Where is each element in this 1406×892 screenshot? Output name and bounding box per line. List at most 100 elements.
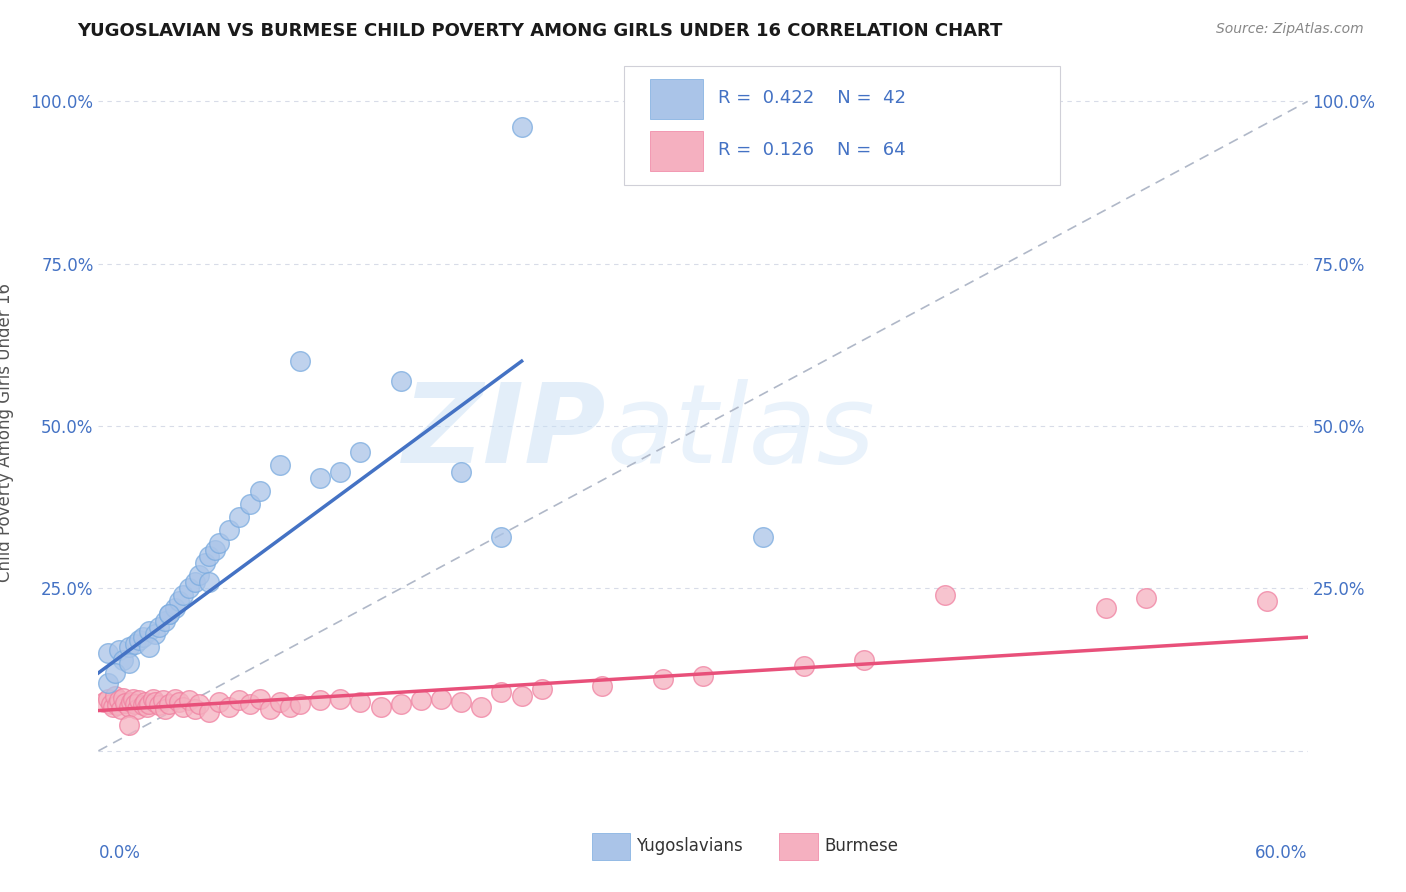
Point [218, 523, 240, 537]
Point [138, 624, 160, 638]
Point [163, 601, 186, 615]
Point [184, 701, 207, 715]
Point [118, 699, 141, 714]
Text: ZIP: ZIP [402, 379, 606, 486]
Point [101, 699, 124, 714]
Point [132, 630, 155, 644]
FancyBboxPatch shape [779, 833, 818, 860]
Point [349, 695, 371, 709]
Text: 0.0%: 0.0% [98, 844, 141, 862]
FancyBboxPatch shape [650, 79, 703, 120]
Point [259, 701, 281, 715]
Point [591, 679, 613, 693]
Point [188, 697, 211, 711]
Point [752, 529, 775, 543]
Text: Burmese: Burmese [824, 837, 898, 855]
Point [269, 695, 291, 709]
Point [179, 582, 201, 596]
Point [153, 614, 176, 628]
Point [97, 647, 120, 661]
Point [269, 458, 291, 472]
Point [135, 699, 157, 714]
Point [510, 120, 533, 135]
Point [157, 607, 180, 622]
Point [1256, 594, 1278, 608]
Point [450, 695, 472, 709]
Point [163, 692, 186, 706]
Point [124, 697, 146, 711]
Point [143, 695, 166, 709]
Point [97, 692, 120, 706]
Point [349, 445, 371, 459]
Point [288, 354, 311, 368]
Point [188, 568, 211, 582]
Point [204, 542, 226, 557]
Point [309, 693, 332, 707]
Point [179, 693, 201, 707]
Point [111, 653, 134, 667]
Point [118, 656, 141, 670]
Point [118, 718, 141, 732]
Point [1095, 601, 1118, 615]
Point [121, 692, 143, 706]
Text: R =  0.126    N =  64: R = 0.126 N = 64 [717, 141, 905, 159]
Point [793, 659, 815, 673]
Point [124, 637, 146, 651]
Point [172, 699, 194, 714]
Point [153, 701, 176, 715]
Point [239, 697, 262, 711]
Point [142, 692, 165, 706]
Point [288, 697, 311, 711]
Point [198, 705, 221, 719]
Point [107, 643, 129, 657]
Point [309, 471, 332, 485]
Text: 60.0%: 60.0% [1256, 844, 1308, 862]
Point [278, 699, 301, 714]
Point [1135, 591, 1157, 606]
Point [208, 695, 231, 709]
Point [218, 699, 240, 714]
Point [934, 588, 956, 602]
Point [128, 633, 150, 648]
Point [692, 669, 714, 683]
Point [138, 640, 160, 654]
Point [148, 620, 170, 634]
Point [143, 627, 166, 641]
Point [208, 536, 231, 550]
Point [249, 484, 271, 499]
FancyBboxPatch shape [650, 131, 703, 171]
Text: Source: ZipAtlas.com: Source: ZipAtlas.com [1216, 22, 1364, 37]
Point [491, 529, 513, 543]
Point [853, 653, 876, 667]
Point [370, 699, 392, 714]
Point [167, 695, 190, 709]
Point [450, 465, 472, 479]
Point [510, 689, 533, 703]
Point [194, 556, 217, 570]
Text: Yugoslavians: Yugoslavians [637, 837, 744, 855]
Point [198, 574, 221, 589]
Point [430, 692, 453, 706]
Point [134, 695, 156, 709]
Point [198, 549, 221, 563]
Y-axis label: Child Poverty Among Girls Under 16: Child Poverty Among Girls Under 16 [0, 283, 14, 582]
Point [148, 698, 170, 713]
Point [157, 607, 180, 622]
Point [125, 701, 148, 715]
Text: atlas: atlas [606, 379, 875, 486]
Point [107, 693, 129, 707]
Point [167, 594, 190, 608]
Point [118, 640, 141, 654]
Point [491, 685, 513, 699]
Point [389, 374, 412, 388]
Point [111, 690, 134, 705]
Point [239, 497, 262, 511]
Point [103, 689, 125, 703]
Point [120, 695, 142, 709]
Point [157, 697, 180, 711]
FancyBboxPatch shape [592, 833, 630, 860]
Point [530, 682, 553, 697]
Point [228, 510, 250, 524]
Point [470, 699, 492, 714]
Point [110, 701, 132, 715]
